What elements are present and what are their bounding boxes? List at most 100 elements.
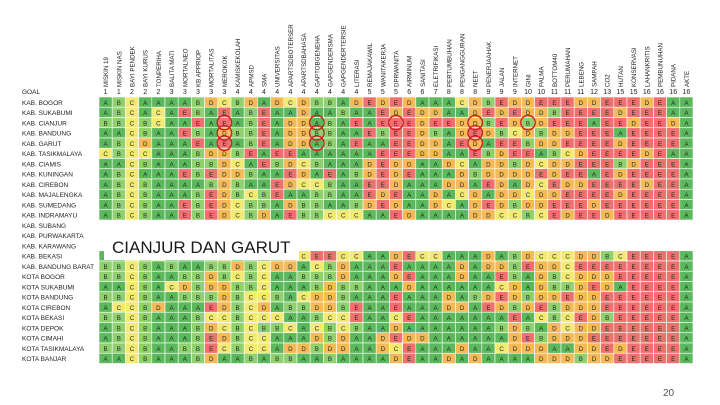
cell-grade: B (183, 274, 187, 281)
cell-grade: A (328, 161, 333, 168)
cell-grade: A (183, 264, 188, 271)
cell-grade: D (420, 336, 425, 343)
cell-grade: D (460, 182, 465, 189)
cell-grade: D (579, 336, 584, 343)
cell-grade: A (447, 131, 452, 138)
cell-grade: C (209, 315, 214, 322)
cell-grade: A (156, 202, 161, 209)
cell-grade: B (288, 305, 292, 312)
cell-grade: A (407, 182, 412, 189)
cell-grade: D (592, 305, 597, 312)
cell-grade: D (579, 151, 584, 158)
cell-grade: E (473, 131, 477, 138)
cell-grade: C (539, 182, 544, 189)
cell-grade: C (117, 305, 122, 312)
cell-grade: C (565, 264, 570, 271)
goal-number: 3 (170, 89, 174, 96)
goal-number: 11 (577, 89, 584, 96)
cell-grade: B (526, 213, 530, 220)
cell-grade: E (526, 336, 530, 343)
goal-number: 9 (513, 89, 517, 96)
column-label: DPRWANITA (394, 50, 401, 87)
cell-grade: E (645, 264, 649, 271)
cell-grade: B (236, 131, 240, 138)
cell-grade: A (315, 151, 320, 158)
cell-grade: E (566, 141, 570, 148)
cell-grade: C (328, 213, 333, 220)
cell-grade: E (552, 202, 556, 209)
cell-grade: A (447, 141, 452, 148)
cell-grade: B (170, 264, 174, 271)
cell-grade: D (539, 284, 544, 291)
cell-grade: D (222, 305, 227, 312)
cell-grade: C (130, 151, 135, 158)
cell-grade: E (354, 120, 358, 127)
cell-grade: D (394, 202, 399, 209)
cell-grade: E (658, 172, 662, 179)
cell-grade: E (671, 284, 675, 291)
cell-grade: B (117, 120, 121, 127)
cell-grade: C (222, 325, 227, 332)
cell-grade: C (103, 151, 108, 158)
cell-grade: B (143, 182, 147, 189)
cell-grade: E (196, 120, 200, 127)
cell-grade: E (486, 182, 490, 189)
cell-grade: D (473, 192, 478, 199)
cell-grade: D (328, 346, 333, 353)
cell-grade: E (354, 305, 358, 312)
cell-grade: B (196, 151, 200, 158)
cell-grade: C (526, 192, 531, 199)
cell-grade: C (235, 202, 240, 209)
cell-grade: C (130, 264, 135, 271)
cell-grade: C (249, 315, 254, 322)
goal-number: 2 (156, 89, 160, 96)
cell-grade: B (328, 356, 332, 363)
column-label: MORTALNEO (182, 48, 189, 87)
cell-grade: B (196, 172, 200, 179)
cell-grade: A (592, 172, 597, 179)
cell-grade: D (288, 120, 293, 127)
cell-grade: D (513, 120, 518, 127)
cell-grade: D (579, 284, 584, 291)
cell-grade: A (434, 172, 439, 179)
cell-grade: C (130, 100, 135, 107)
cell-grade: A (368, 213, 373, 220)
cell-grade: D (315, 336, 320, 343)
cell-grade: A (460, 254, 465, 261)
cell-grade: D (473, 356, 478, 363)
cell-grade: A (315, 141, 320, 148)
cell-grade: D (526, 254, 531, 261)
cell-grade: D (420, 131, 425, 138)
cell-grade: A (170, 110, 175, 117)
row-label: KAB. KUNINGAN (22, 172, 73, 179)
cell-grade: E (222, 141, 226, 148)
cell-grade: B (209, 295, 213, 302)
cell-grade: C (539, 315, 544, 322)
cell-grade: B (262, 325, 266, 332)
cell-grade: D (605, 356, 610, 363)
cell-grade: E (381, 202, 385, 209)
cell-grade: C (354, 254, 359, 261)
cell-grade: E (592, 110, 596, 117)
cell-grade: B (196, 295, 200, 302)
cell-grade: B (196, 110, 200, 117)
cell-grade: E (275, 182, 279, 189)
cell-grade: E (618, 295, 622, 302)
cell-grade: A (381, 254, 386, 261)
cell-grade: A (671, 151, 676, 158)
cell-grade: A (170, 100, 175, 107)
goal-number: 6 (420, 89, 424, 96)
cell-grade: A (684, 161, 689, 168)
cell-grade: C (130, 120, 135, 127)
cell-grade: B (526, 325, 530, 332)
column-label: AIRMINUM (407, 56, 414, 87)
column-label: BALITA MATI (169, 50, 176, 87)
cell-grade: C (565, 151, 570, 158)
cell-grade: E (354, 315, 358, 322)
cell-grade: B (579, 356, 583, 363)
cell-grade: E (658, 141, 662, 148)
cell-grade: B (473, 295, 477, 302)
goal-number: 5 (381, 89, 385, 96)
cell-grade: C (341, 213, 346, 220)
cell-grade: B (236, 305, 240, 312)
